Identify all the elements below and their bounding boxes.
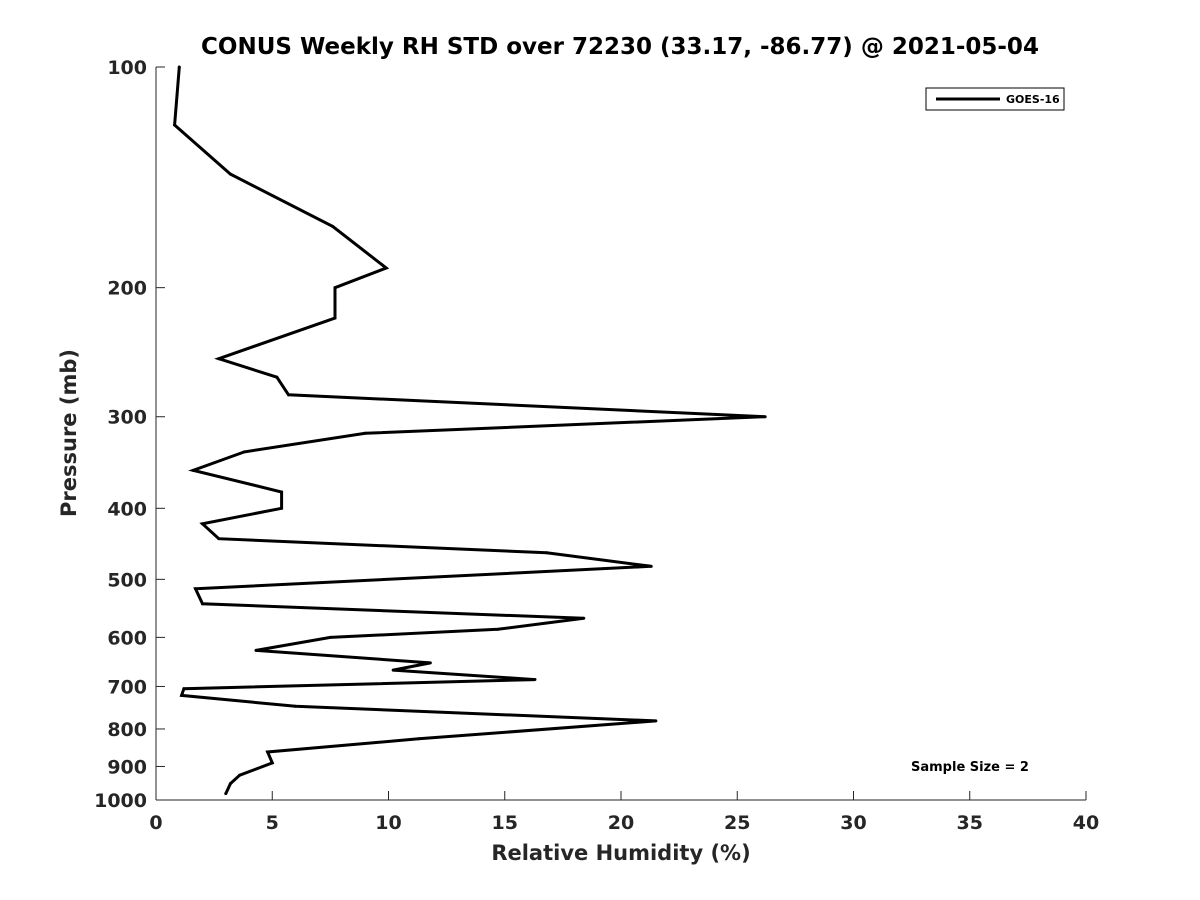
data-point-goes-16-9 [287,393,291,397]
data-point-goes-16-36 [238,773,242,777]
data-point-goes-16-11 [363,431,367,435]
data-point-goes-16-33 [417,737,421,741]
data-point-goes-16-8 [275,375,279,379]
y-tick-label-300: 300 [107,407,147,429]
data-point-goes-16-17 [217,537,221,541]
data-point-goes-16-34 [266,750,270,754]
data-point-goes-16-32 [654,719,658,723]
data-point-goes-16-16 [201,522,204,526]
x-tick-label-0: 0 [149,812,162,834]
x-tick-label-15: 15 [492,812,518,834]
data-point-goes-16-19 [649,564,653,568]
data-point-goes-16-35 [270,761,274,765]
y-tick-label-1000: 1000 [94,790,147,812]
y-tick-label-800: 800 [107,719,147,741]
data-point-goes-16-2 [228,172,232,176]
data-point-goes-16-22 [582,616,586,620]
data-point-goes-16-4 [384,266,388,270]
data-point-goes-16-26 [428,661,432,665]
data-point-goes-16-6 [333,316,337,320]
data-point-goes-16-7 [217,357,221,361]
y-tick-label-700: 700 [107,676,147,698]
data-point-goes-16-12 [242,450,246,454]
data-point-goes-16-13 [191,468,195,472]
axes: 0 5 10 15 20 25 30 35 40 100 200 300 400 500 600 700 800… [94,57,1099,834]
data-point-goes-16-37 [228,782,232,786]
x-tick-label-20: 20 [608,812,634,834]
x-tick-label-10: 10 [375,812,401,834]
data-point-goes-16-31 [294,704,297,708]
x-tick-label-30: 30 [840,812,866,834]
data-point-goes-16-21 [201,602,204,606]
y-tick-label-900: 900 [107,756,147,778]
series-layer [173,65,767,796]
sample-size-annotation: Sample Size = 2 [911,760,1029,775]
y-tick-label-100: 100 [107,57,147,79]
y-axis-label: Pressure (mb) [57,349,81,517]
data-point-goes-16-18 [545,551,549,555]
legend: GOES-16 [925,87,1065,111]
data-point-goes-16-27 [391,668,395,672]
data-point-goes-16-38 [224,792,228,796]
chart-title: CONUS Weekly RH STD over 72230 (33.17, -… [201,34,1039,60]
data-point-goes-16-20 [194,587,198,591]
x-tick-label-5: 5 [266,812,279,834]
plot-area [156,67,1086,800]
y-tick-label-500: 500 [107,569,147,591]
data-point-goes-16-3 [331,224,335,228]
x-tick-label-25: 25 [724,812,750,834]
data-point-goes-16-29 [182,687,186,691]
x-tick-label-35: 35 [957,812,983,834]
data-point-goes-16-30 [180,693,184,697]
data-point-goes-16-25 [254,648,258,652]
data-point-goes-16-15 [280,506,284,510]
data-point-goes-16-5 [333,286,337,290]
data-point-goes-16-10 [763,415,767,419]
x-tick-label-40: 40 [1073,812,1099,834]
legend-label-goes-16: GOES-16 [1006,93,1060,106]
y-tick-label-200: 200 [107,278,147,300]
data-point-goes-16-24 [328,635,332,639]
x-axis-label: Relative Humidity (%) [491,841,750,865]
y-tick-label-400: 400 [107,498,147,520]
data-point-goes-16-14 [280,490,284,494]
data-point-goes-16-1 [173,123,177,127]
data-point-goes-16-28 [533,678,537,682]
y-tick-label-600: 600 [107,627,147,649]
data-point-goes-16-23 [496,627,500,631]
data-point-goes-16-0 [177,65,181,69]
